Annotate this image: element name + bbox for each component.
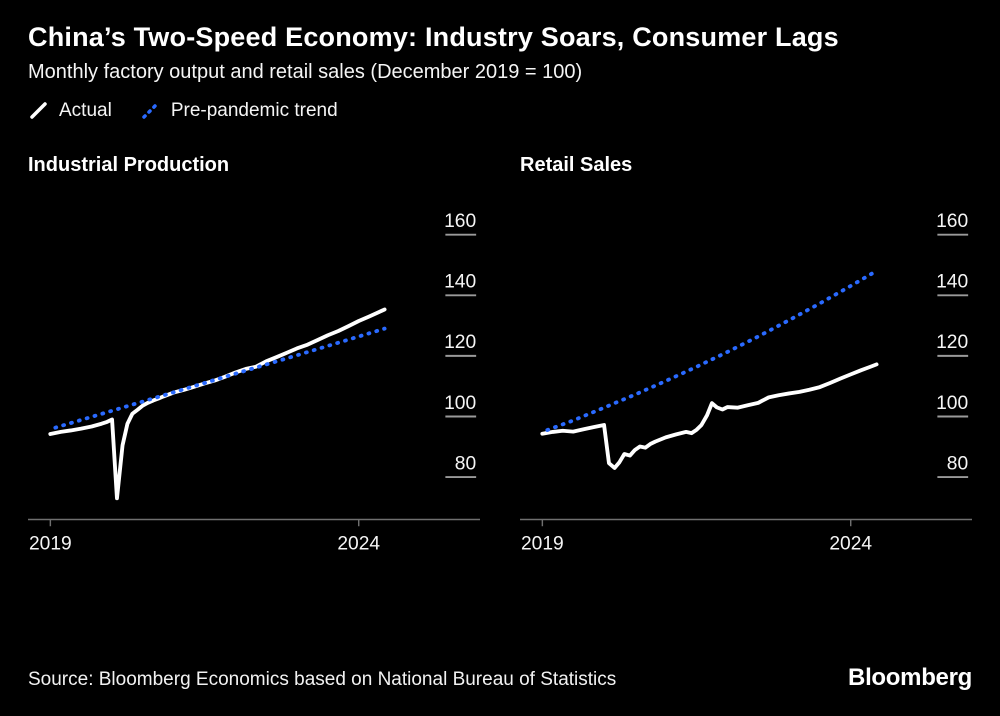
svg-text:100: 100 — [444, 393, 476, 414]
svg-text:160: 160 — [936, 211, 968, 232]
chart-panels: Industrial Production 2019 2024 160 140 120 1… — [28, 142, 972, 566]
svg-text:140: 140 — [444, 272, 476, 293]
footer: Source: Bloomberg Economics based on Nat… — [28, 664, 972, 692]
legend-item-actual: Actual — [28, 100, 112, 122]
panel-industrial-production: Industrial Production 2019 2024 160 140 120 1… — [28, 142, 480, 566]
panel-title-industrial-production: Industrial Production — [28, 154, 230, 177]
svg-text:100: 100 — [936, 393, 968, 414]
bloomberg-logo: Bloomberg — [848, 664, 972, 691]
industrial-production-chart: 2019 2024 160 140 120 100 80 — [28, 211, 480, 554]
legend-label-actual: Actual — [59, 100, 112, 122]
chart-title: China’s Two-Speed Economy: Industry Soar… — [28, 22, 839, 52]
actual-line-swatch-icon — [30, 102, 47, 119]
svg-text:2019: 2019 — [521, 533, 564, 554]
legend-label-trend: Pre-pandemic trend — [170, 100, 338, 122]
chart-subtitle: Monthly factory output and retail sales … — [28, 61, 583, 84]
panel-title-retail-sales: Retail Sales — [520, 154, 633, 177]
svg-text:140: 140 — [936, 272, 968, 293]
svg-text:160: 160 — [444, 211, 476, 232]
retail-sales-chart: 2019 2024 160 140 120 100 80 — [520, 211, 972, 554]
svg-text:80: 80 — [455, 453, 476, 474]
svg-text:2024: 2024 — [337, 533, 380, 554]
panel-retail-sales: Retail Sales 2019 2024 160 140 120 100 80 — [520, 142, 972, 566]
svg-text:2024: 2024 — [829, 533, 872, 554]
legend: Actual Pre-pandemic trend — [28, 100, 972, 122]
svg-text:120: 120 — [936, 332, 968, 353]
svg-text:120: 120 — [444, 332, 476, 353]
svg-text:2019: 2019 — [29, 533, 72, 554]
source-note: Source: Bloomberg Economics based on Nat… — [28, 669, 617, 690]
trend-line-swatch-icon — [142, 102, 159, 119]
legend-item-trend: Pre-pandemic trend — [140, 100, 338, 122]
svg-text:80: 80 — [947, 453, 968, 474]
